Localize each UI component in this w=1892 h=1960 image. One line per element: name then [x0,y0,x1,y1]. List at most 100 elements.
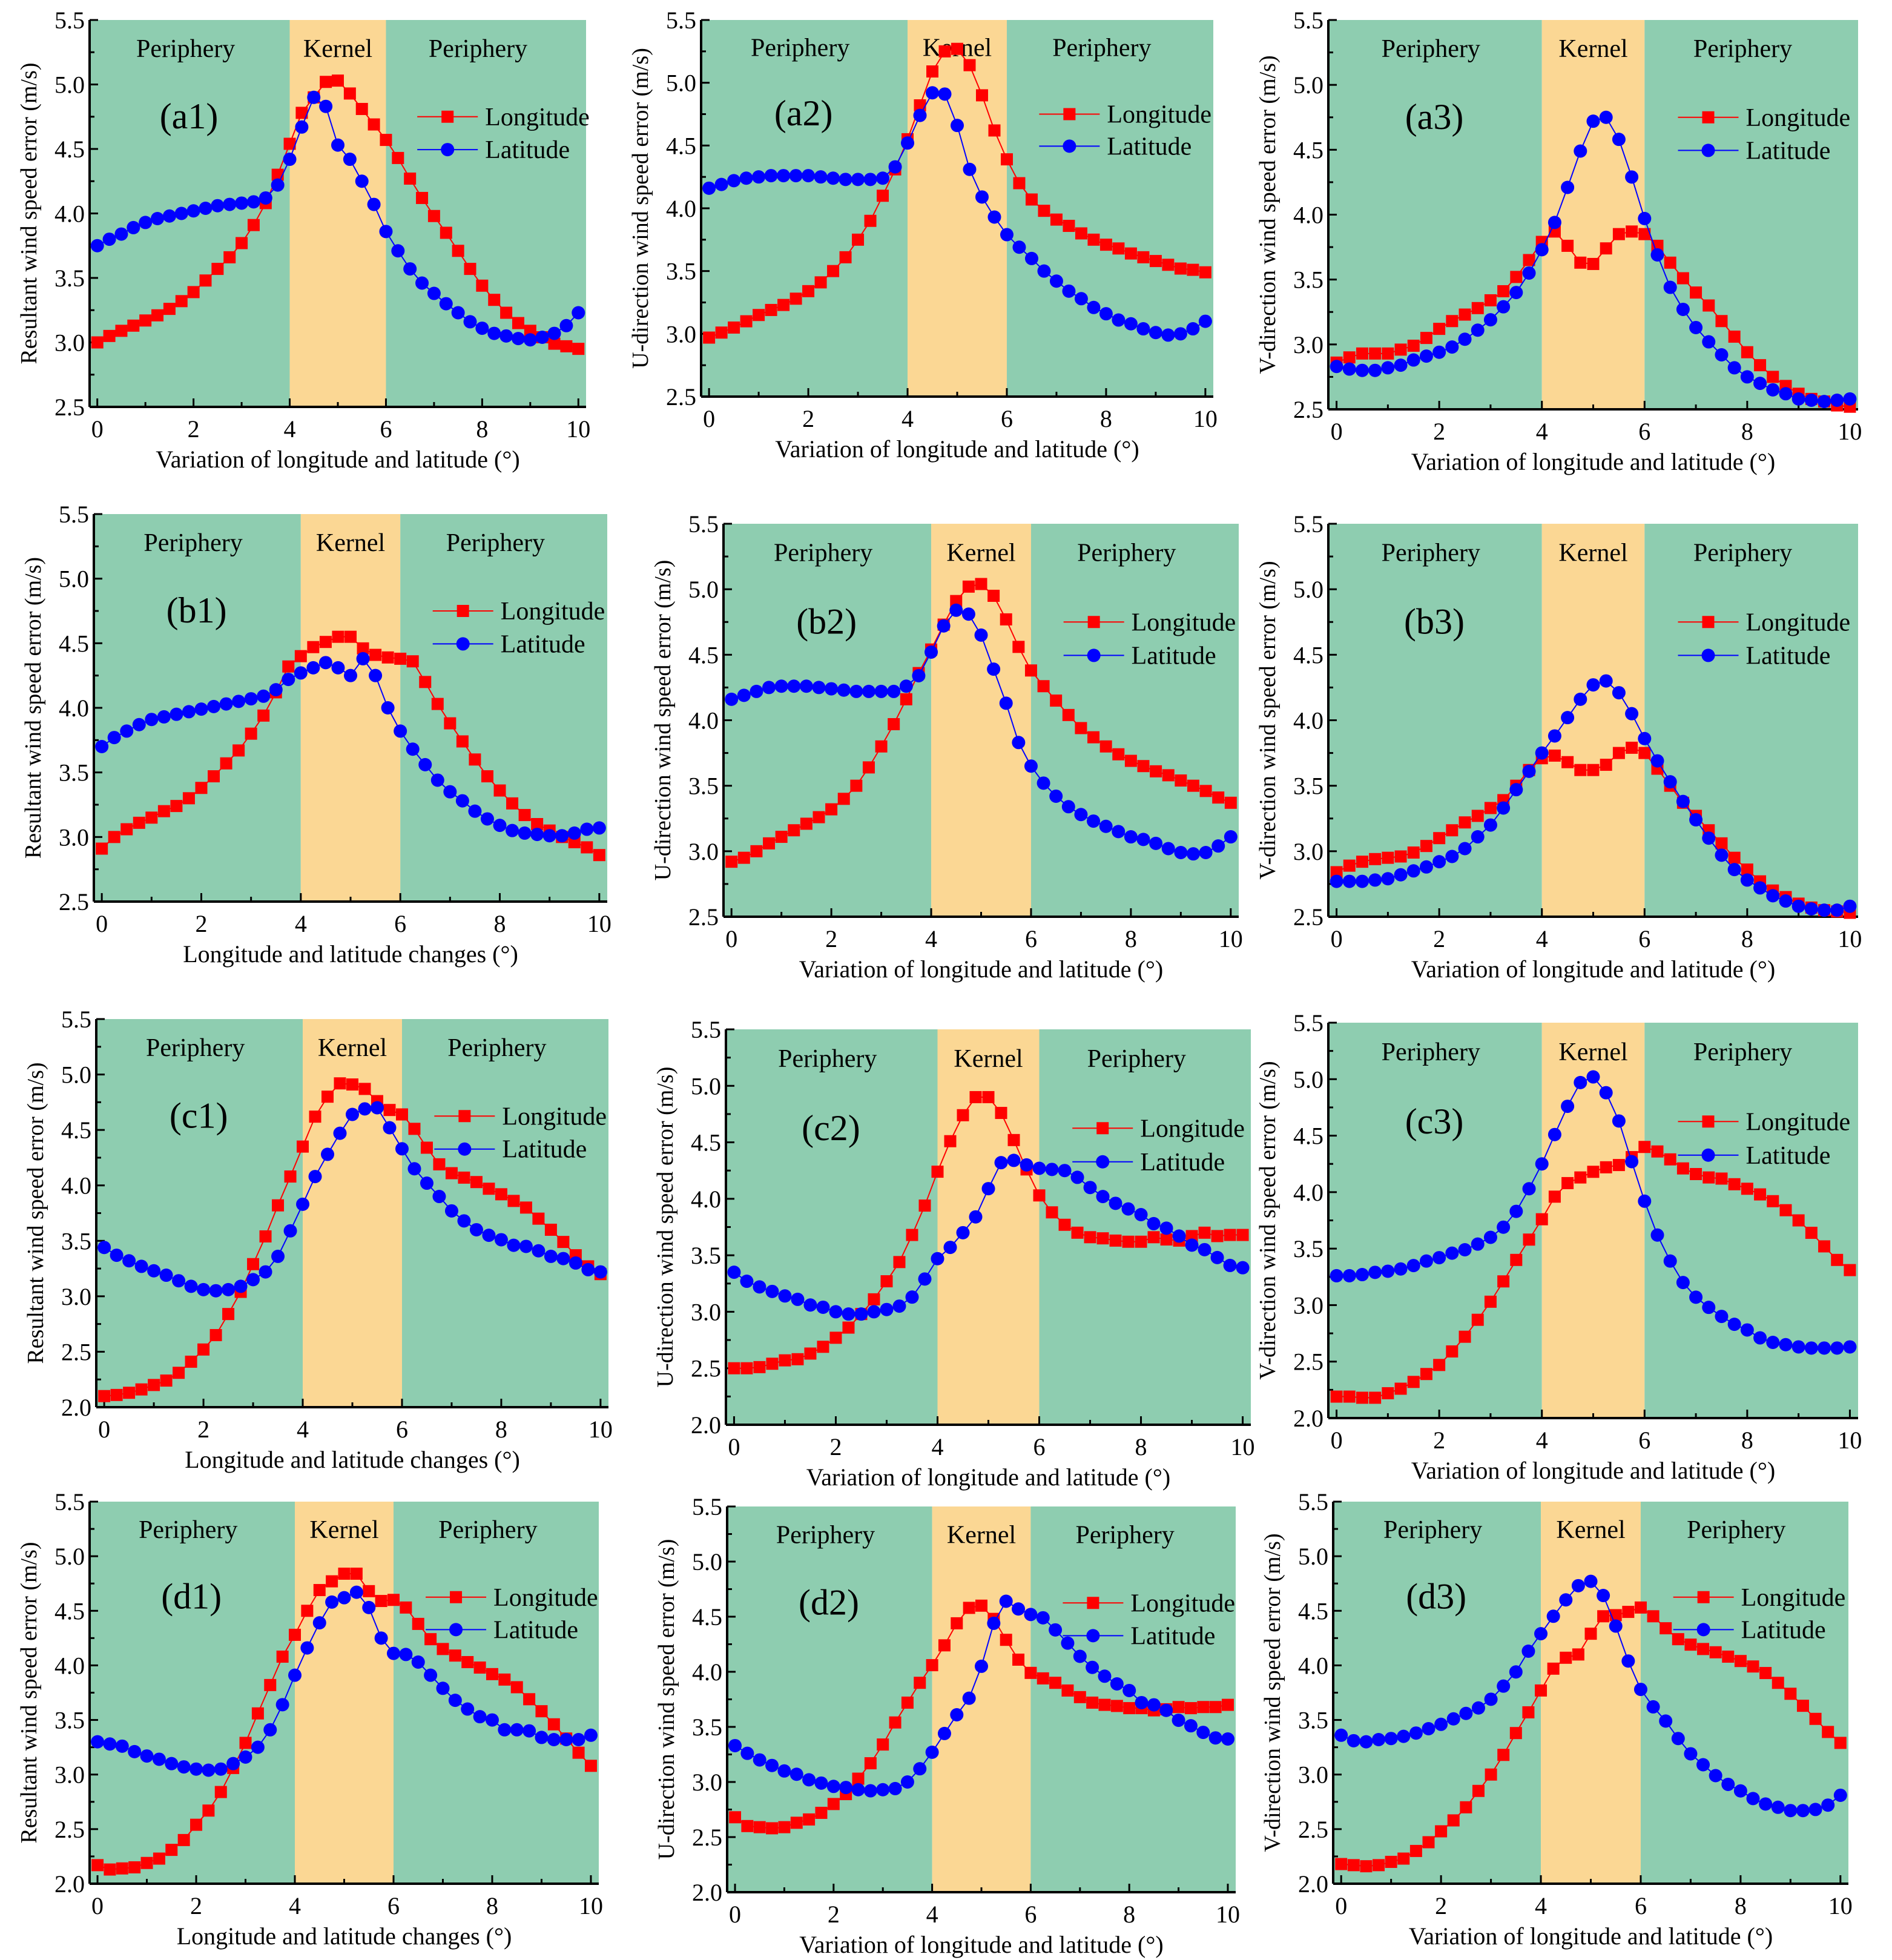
latitude-point [900,1775,914,1789]
legend-entry-latitude: Latitude [1673,1616,1826,1644]
longitude-point [524,325,536,337]
legend-square-marker [1063,108,1076,120]
longitude-point [223,251,236,263]
x-tick-label: 8 [1741,418,1753,445]
x-tick-label: 0 [1331,1427,1343,1454]
latitude-point [739,171,753,185]
longitude-point [1394,850,1407,863]
longitude-point [461,1656,474,1669]
longitude-point [247,1258,260,1270]
x-tick-label: 8 [1741,925,1753,952]
latitude-point [1522,266,1536,280]
longitude-point [408,1123,421,1135]
latitude-point [1663,280,1677,294]
longitude-point [445,1167,458,1180]
legend-entry-latitude: Latitude [1063,1622,1215,1650]
longitude-point [440,226,452,239]
latitude-point [222,1282,236,1296]
latitude-point [913,108,927,122]
longitude-point [791,1353,804,1365]
y-tick-label: 3.0 [1293,331,1323,358]
y-tick-label: 5.5 [54,1488,85,1516]
latitude-point [395,1142,409,1156]
x-tick-label: 6 [380,415,392,443]
series-latitude [702,86,1212,342]
longitude-point [531,818,544,830]
y-tick-label: 5.5 [1293,1009,1323,1037]
longitude-point [427,210,440,222]
y-tick-label: 2.5 [54,394,85,421]
latitude-point [1740,370,1754,384]
longitude-point [175,295,188,308]
region-label: Kernel [309,1516,378,1544]
longitude-point [987,589,1000,602]
longitude-point [116,1862,128,1875]
longitude-point [839,251,852,263]
longitude-point [165,1844,178,1856]
y-tick-label: 2.0 [691,1411,721,1439]
latitude-point [1559,1593,1573,1607]
y-tick-label: 2.0 [692,1879,722,1906]
x-tick-label: 8 [1135,1433,1147,1460]
longitude-point [532,1212,545,1225]
latitude-point [1796,1804,1810,1818]
longitude-point [753,309,765,322]
longitude-point [763,837,776,850]
longitude-point [1420,840,1432,853]
longitude-point [593,849,605,862]
latitude-point [1521,1644,1535,1658]
longitude-point [1728,330,1741,343]
panel-d1: Periphery Kernel Periphery 2.0 2.5 3.0 3.5 4.0 4… [16,1488,603,1950]
legend-label: Latitude [1741,1616,1826,1644]
longitude-point [307,641,320,653]
longitude-point [1197,1701,1210,1714]
latitude-point [1638,1194,1652,1208]
latitude-point [1049,1623,1063,1637]
longitude-point [419,676,432,688]
longitude-point [1612,228,1625,240]
latitude-point [535,1731,549,1744]
longitude-point [1385,1855,1397,1868]
latitude-point [519,1239,533,1253]
latitude-point [1821,1798,1835,1812]
latitude-point [172,1274,186,1288]
panel-label: (b3) [1404,602,1465,642]
x-tick-label: 4 [1535,1892,1547,1919]
longitude-point [523,1693,536,1706]
latitude-point [157,710,171,724]
x-tick-label: 2 [829,1433,842,1460]
longitude-point [1647,1610,1660,1623]
x-tick-label: 6 [1638,1427,1650,1454]
longitude-point [297,1140,309,1153]
longitude-point [1672,1633,1684,1646]
y-tick-label: 5.5 [692,1493,722,1520]
latitude-point [461,1702,475,1716]
longitude-point [765,303,777,316]
longitude-point [1050,695,1063,707]
latitude-point [714,177,728,191]
legend-entry-longitude: Longitude [1678,104,1850,132]
periphery-band [726,1029,938,1425]
latitude-point [1548,729,1561,743]
longitude-point [211,263,224,276]
y-tick-label: 3.5 [1293,1235,1323,1262]
longitude-point [1805,1227,1818,1239]
latitude-point [829,1305,843,1319]
latitude-point [1497,801,1511,815]
legend-entry-longitude: Longitude [434,1103,607,1130]
latitude-point [1784,1804,1798,1818]
region-label: Kernel [1558,539,1627,567]
longitude-point [424,1633,437,1646]
latitude-point [1135,1695,1149,1709]
y-tick-label: 4.0 [1293,707,1323,734]
y-tick-label: 5.5 [54,7,85,34]
latitude-point [190,1762,203,1776]
latitude-point [1406,864,1420,878]
latitude-point [356,652,370,665]
x-tick-label: 6 [1025,925,1037,952]
latitude-point [107,731,121,745]
longitude-point [969,1091,982,1103]
longitude-point [1394,343,1407,356]
longitude-point [1420,1368,1432,1381]
panel-label: (d1) [161,1577,222,1617]
